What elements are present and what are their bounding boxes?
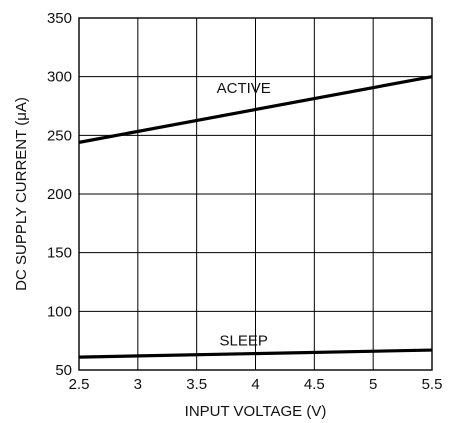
- series-label-active: ACTIVE: [217, 80, 271, 97]
- y-tick-label: 150: [47, 245, 72, 262]
- x-axis-title: INPUT VOLTAGE (V): [185, 403, 327, 420]
- series-lines: [78, 75, 433, 359]
- y-tick-label: 250: [47, 127, 72, 144]
- x-tick-label: 5.5: [422, 376, 443, 393]
- x-tick-label: 4: [251, 376, 259, 393]
- series-labels: ACTIVE SLEEP: [217, 80, 271, 349]
- series-line-active: [78, 75, 433, 144]
- x-tick-label: 3: [134, 376, 142, 393]
- x-tick-label: 5: [369, 376, 377, 393]
- series-label-sleep: SLEEP: [220, 332, 268, 349]
- y-tick-label: 50: [55, 362, 72, 379]
- x-tick-label: 4.5: [304, 376, 325, 393]
- y-axis-title: DC SUPPLY CURRENT (μA): [13, 97, 30, 291]
- x-tick-label: 3.5: [186, 376, 207, 393]
- y-tick-label: 350: [47, 10, 72, 27]
- y-tick-label: 300: [47, 69, 72, 86]
- tick-labels: 2.5 3 3.5 4 4.5 5 5.5 50 100 150 200 250 300 350: [47, 10, 442, 393]
- y-tick-label: 100: [47, 303, 72, 320]
- plot-area-frame: [78, 17, 433, 371]
- series-line-sleep: [78, 348, 433, 359]
- x-tick-label: 2.5: [69, 376, 90, 393]
- grid: [79, 18, 432, 370]
- y-tick-label: 200: [47, 186, 72, 203]
